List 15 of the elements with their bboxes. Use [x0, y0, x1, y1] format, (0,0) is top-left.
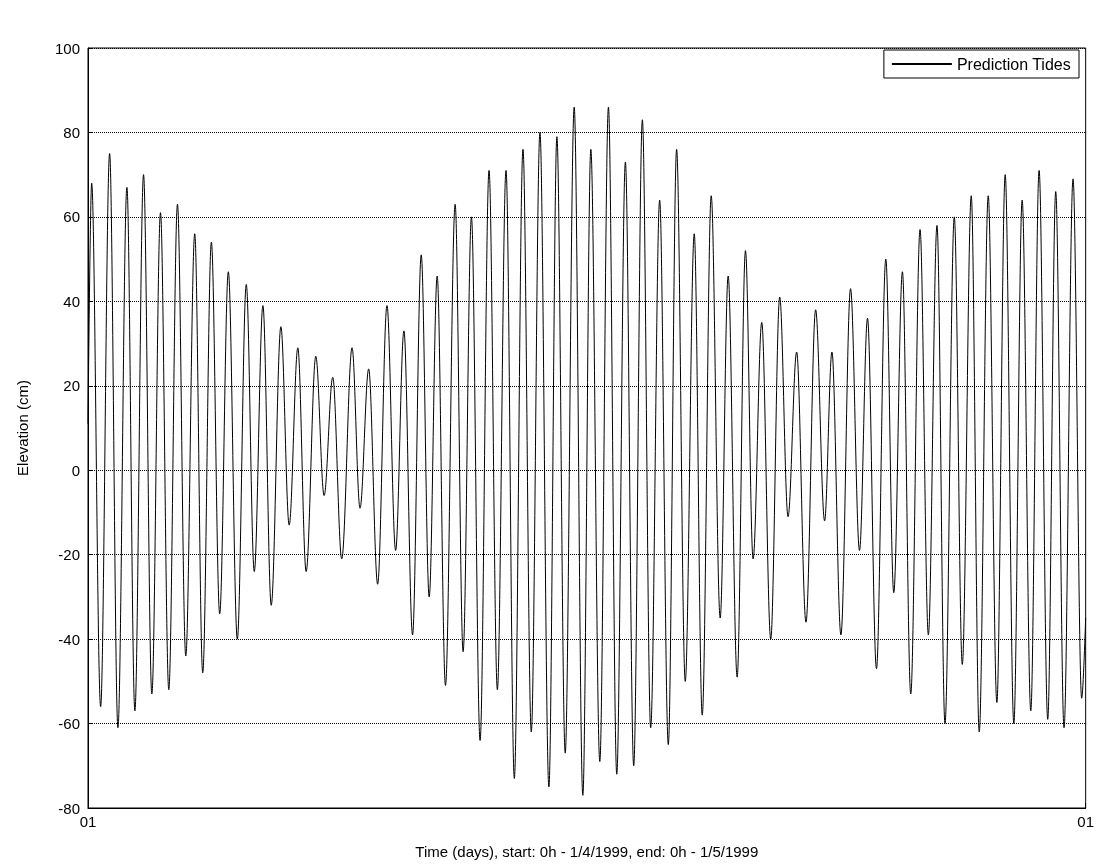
- y-axis-title: Elevation (cm): [14, 380, 31, 476]
- y-tick-label: -40: [58, 630, 80, 648]
- y-tick-label: 20: [63, 377, 80, 395]
- legend-label: Prediction Tides: [956, 55, 1071, 73]
- y-tick-label: -20: [58, 546, 80, 564]
- x-tick-label: 01: [1077, 813, 1094, 830]
- x-axis-title: Time (days), start: 0h - 1/4/1999, end: 0h - 1/5/1999: [415, 843, 759, 860]
- y-tick-label: 80: [63, 123, 80, 141]
- y-tick-label: -60: [58, 715, 80, 733]
- y-tick-label: -80: [58, 799, 80, 817]
- y-tick-label: 0: [71, 461, 80, 479]
- y-tick-label: 100: [54, 39, 80, 57]
- y-tick-label: 40: [63, 292, 80, 310]
- x-tick-label: 01: [79, 813, 97, 830]
- y-tick-label: 60: [63, 208, 80, 226]
